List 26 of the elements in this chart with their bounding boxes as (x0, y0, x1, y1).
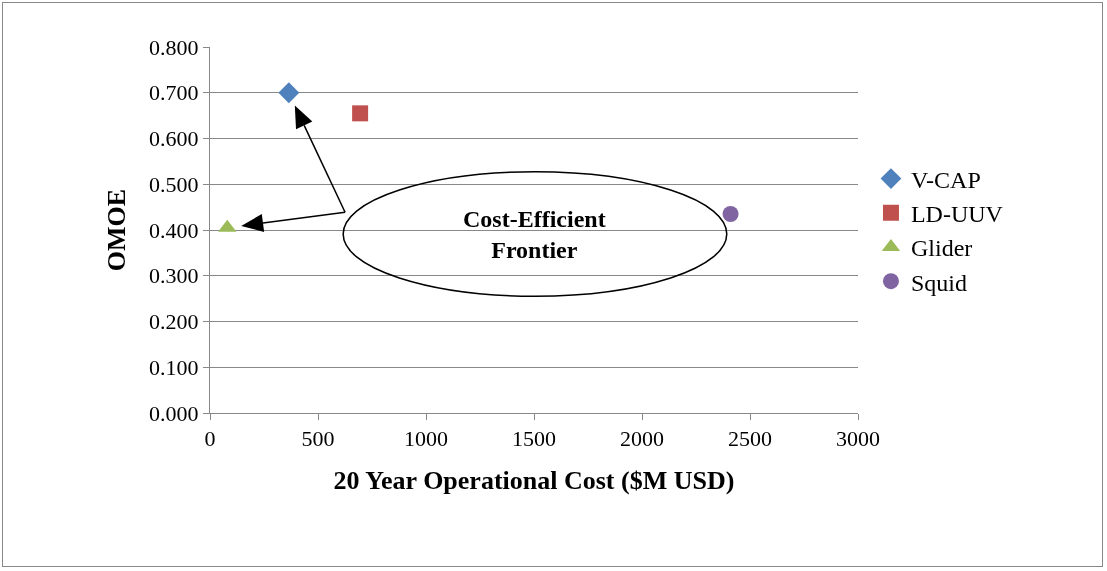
x-tick-label: 2500 (728, 426, 772, 452)
x-axis-title: 20 Year Operational Cost ($M USD) (333, 466, 735, 496)
y-tick-label: 0.700 (149, 80, 199, 106)
x-tick-label: 0 (204, 426, 216, 452)
y-tick-label: 0.000 (149, 400, 199, 426)
x-tick-label: 1000 (404, 426, 448, 452)
x-tick-label: 2000 (620, 426, 664, 452)
point (722, 205, 739, 222)
x-tick-label: 1500 (512, 426, 556, 452)
legend-label: LD-UUV (910, 201, 1004, 228)
y-tick-label: 0.500 (149, 171, 199, 197)
y-tick-label: 0.600 (149, 126, 199, 152)
x-tick-label: 500 (301, 426, 335, 452)
y-tick-label: 0.200 (149, 309, 199, 335)
y-tick-label: 0.300 (149, 263, 199, 289)
annotation: Cost-Efficient Frontier (463, 206, 606, 264)
legend-label: V-CAP (910, 166, 981, 193)
y-tick-label: 0.800 (149, 34, 199, 60)
y-axis-title: OMOE (102, 188, 132, 272)
point (278, 82, 300, 104)
point (352, 105, 369, 122)
y-tick-label: 0.100 (149, 354, 199, 380)
x-tick-label: 3000 (836, 426, 880, 452)
y-tick-label: 0.400 (149, 217, 199, 243)
legend-label: Squid (910, 269, 967, 296)
legend-label: Glider (910, 235, 973, 262)
